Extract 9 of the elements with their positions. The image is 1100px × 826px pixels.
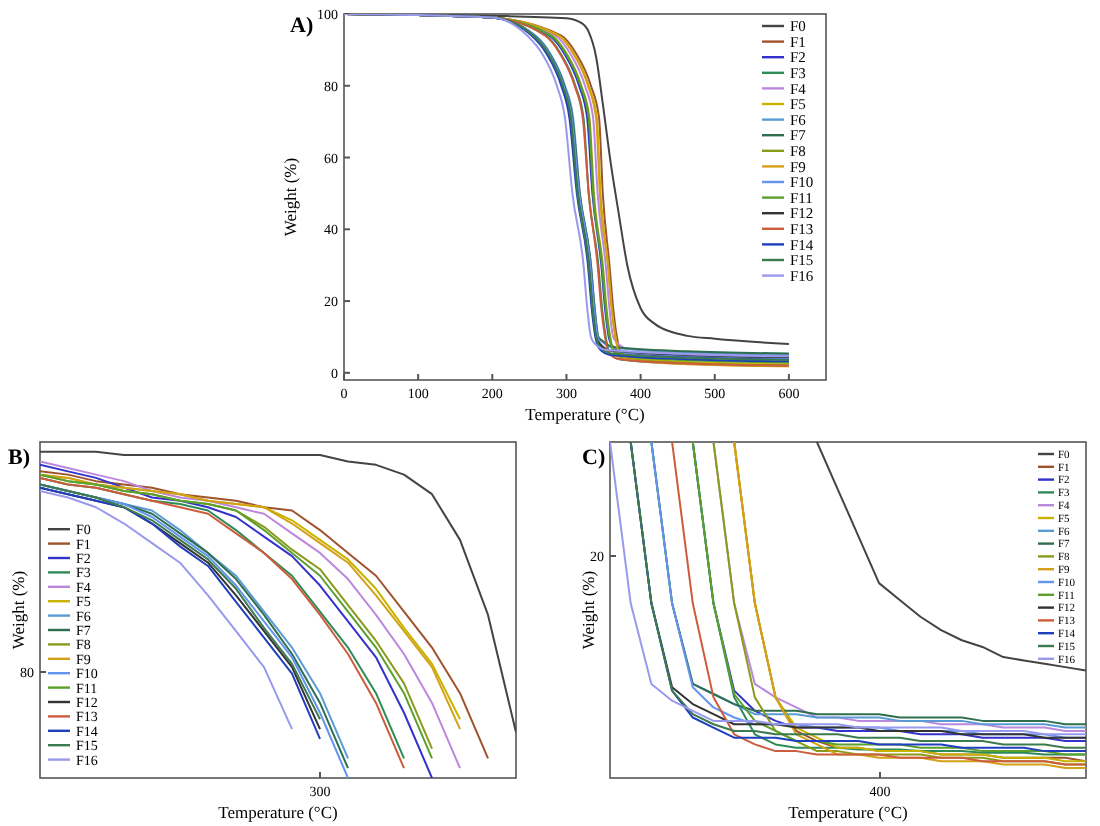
chart-title: B) xyxy=(8,446,31,470)
x-axis-title: Temperature (°C) xyxy=(218,802,339,822)
y-axis-title: Weight (%) xyxy=(8,570,28,650)
x-axis-title: Temperature (°C) xyxy=(788,802,909,822)
chart-title: C) xyxy=(582,446,606,470)
y-axis-title: Weight (%) xyxy=(578,570,598,650)
chart-title: A) xyxy=(290,14,314,38)
x-axis-title: Temperature (°C) xyxy=(525,404,646,424)
y-axis-title: Weight (%) xyxy=(280,157,300,237)
